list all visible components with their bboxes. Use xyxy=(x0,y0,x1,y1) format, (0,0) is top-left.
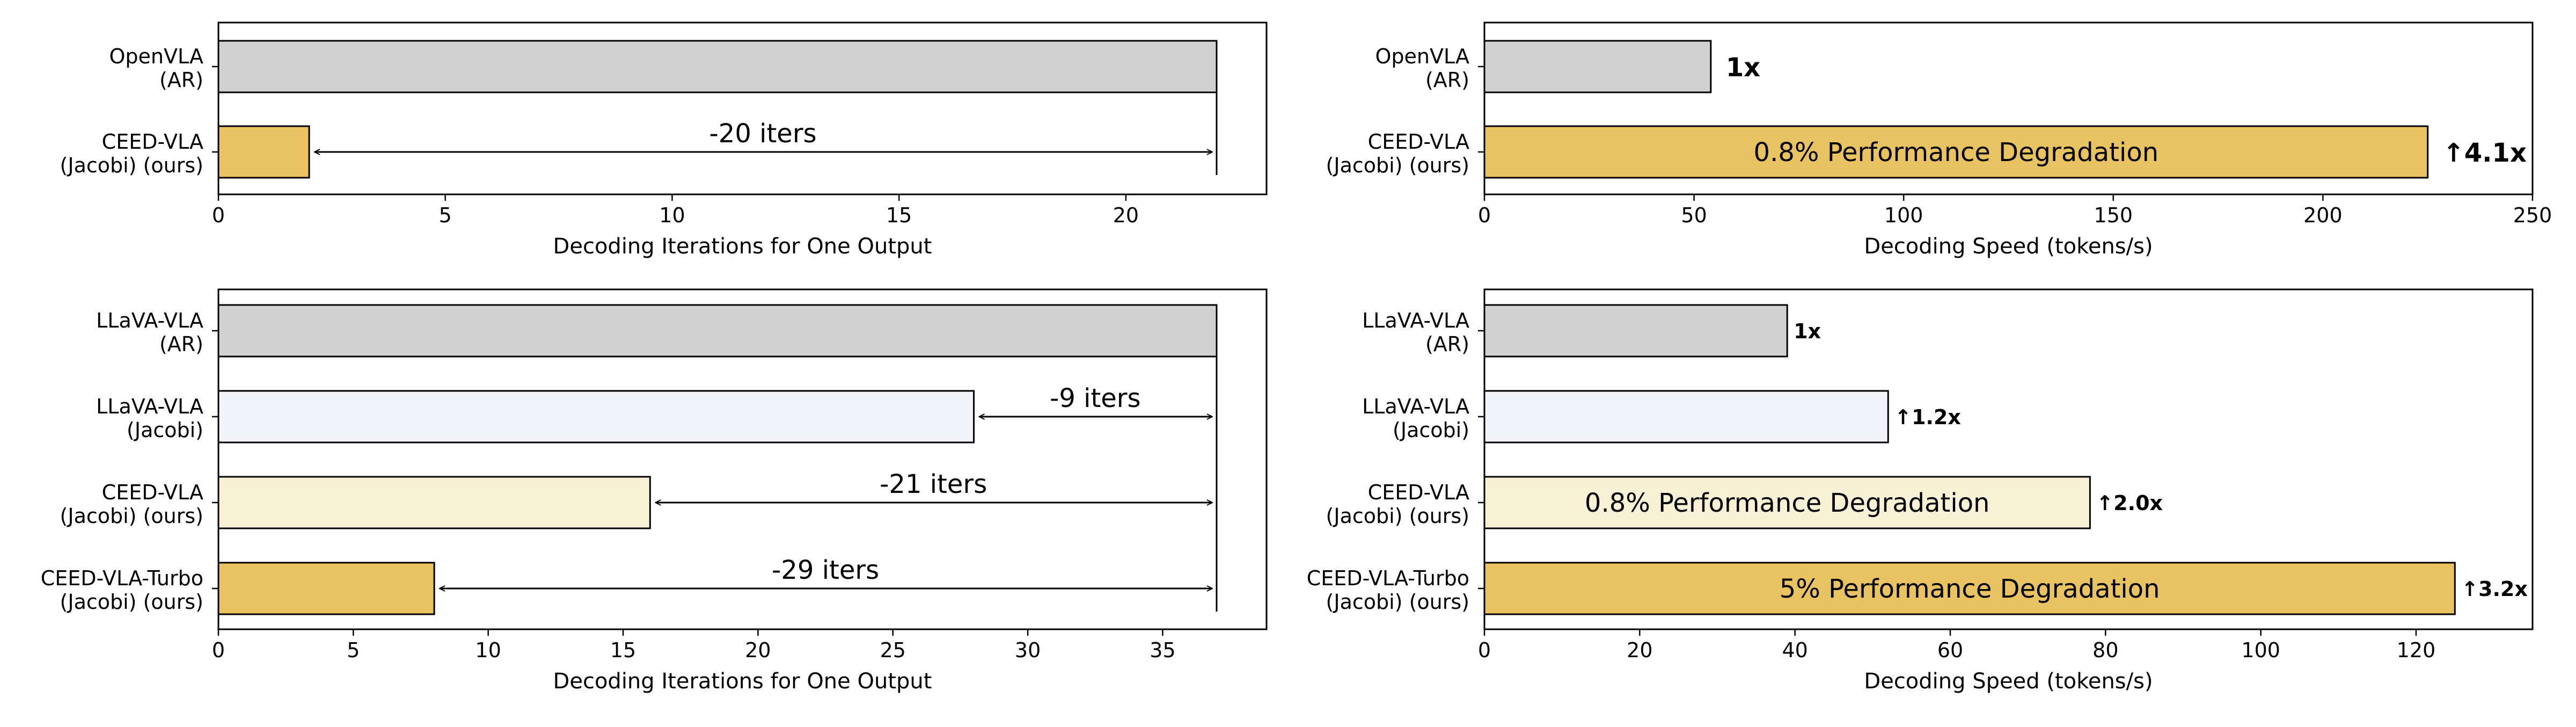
plot-frame xyxy=(217,21,1268,195)
x-tick-label: 25 xyxy=(880,638,906,662)
x-tick-label: 50 xyxy=(1681,203,1707,227)
category-label-line: LLaVA-VLA xyxy=(1362,309,1469,332)
chart-panel-4: 0 20 40 60 80 100 120 Decoding Speed (tokens/s)… xyxy=(1307,288,2534,694)
category-label: LLaVA-VLA (Jacobi) xyxy=(96,395,203,442)
bar-speedup-label: 1x xyxy=(1794,319,1821,343)
x-axis-label: Decoding Speed (tokens/s) xyxy=(1864,234,2153,259)
x-tick-label: 35 xyxy=(1150,638,1175,662)
x-tick-label: 150 xyxy=(2094,203,2133,227)
x-tick-label: 80 xyxy=(2092,638,2118,662)
bar xyxy=(217,40,1218,93)
x-tick-label: 100 xyxy=(2241,638,2280,662)
bar xyxy=(217,390,975,444)
x-tick-label: 0 xyxy=(1478,203,1491,227)
difference-label: -29 iters xyxy=(772,555,879,585)
x-tick-label: 20 xyxy=(1113,203,1139,227)
category-label-line: CEED-VLA-Turbo xyxy=(1307,566,1469,590)
category-label-line: CEED-VLA-Turbo xyxy=(41,566,203,590)
category-label: OpenVLA (AR) xyxy=(1375,45,1469,92)
x-tick-label: 60 xyxy=(1937,638,1963,662)
category-label-line: CEED-VLA xyxy=(1368,130,1469,154)
inner-bar-label: 0.8% Performance Degradation xyxy=(1585,488,1990,518)
chart-panel-3: 0 5 10 15 20 25 30 35 Decoding Iterations for On… xyxy=(41,288,1268,694)
inner-bar-label: 5% Performance Degradation xyxy=(1780,574,2160,604)
bar-speedup-label: ↑1.2x xyxy=(1894,405,1961,429)
plot-frame xyxy=(217,288,1268,630)
x-tick-label: 20 xyxy=(1627,638,1652,662)
x-axis-label: Decoding Iterations for One Output xyxy=(553,234,932,259)
bar-speedup-label: ↑2.0x xyxy=(2096,491,2163,515)
x-tick-label: 200 xyxy=(2303,203,2343,227)
category-label: CEED-VLA (Jacobi) (ours) xyxy=(1326,481,1469,528)
category-label: CEED-VLA (Jacobi) (ours) xyxy=(1326,130,1469,177)
chart-panel-1: 0 5 10 15 20 Decoding Iterations for One Outp… xyxy=(60,21,1268,259)
plot-frame xyxy=(1483,21,2534,195)
category-label-line: (AR) xyxy=(1425,68,1469,92)
x-tick-label: 5 xyxy=(439,203,452,227)
category-label: LLaVA-VLA (AR) xyxy=(96,309,203,356)
category-label-line: (AR) xyxy=(159,68,203,92)
x-tick-label: 40 xyxy=(1782,638,1807,662)
x-tick-label: 100 xyxy=(1884,203,1923,227)
x-tick-label: 250 xyxy=(2513,203,2552,227)
category-label-line: LLaVA-VLA xyxy=(96,309,203,332)
category-label-line: LLaVA-VLA xyxy=(1362,395,1469,418)
category-label-line: (AR) xyxy=(159,332,203,356)
category-label: CEED-VLA-Turbo (Jacobi) (ours) xyxy=(41,566,203,614)
category-label: OpenVLA (AR) xyxy=(109,45,203,92)
bar xyxy=(217,304,1218,358)
category-label-line: CEED-VLA xyxy=(102,130,203,154)
category-label: CEED-VLA (Jacobi) (ours) xyxy=(60,130,203,177)
category-label-line: OpenVLA xyxy=(109,45,203,68)
category-label: LLaVA-VLA (AR) xyxy=(1362,309,1469,356)
plot-frame xyxy=(1483,288,2534,630)
x-tick-label: 0 xyxy=(212,203,225,227)
category-label: LLaVA-VLA (Jacobi) xyxy=(1362,395,1469,442)
bar xyxy=(1483,476,2091,529)
x-tick-label: 10 xyxy=(475,638,501,662)
difference-label: -9 iters xyxy=(1050,383,1141,413)
x-axis-label: Decoding Iterations for One Output xyxy=(553,669,932,694)
category-label-line: (AR) xyxy=(1425,332,1469,356)
category-label-line: (Jacobi) (ours) xyxy=(1326,590,1469,614)
difference-label: -20 iters xyxy=(709,119,816,149)
category-label-line: CEED-VLA xyxy=(102,481,203,504)
inner-bar-label: 0.8% Performance Degradation xyxy=(1754,137,2159,168)
bar xyxy=(217,562,435,615)
x-tick-label: 0 xyxy=(1478,638,1491,662)
x-tick-label: 5 xyxy=(347,638,360,662)
bar xyxy=(1483,304,1788,358)
x-tick-label: 30 xyxy=(1015,638,1041,662)
x-tick-label: 15 xyxy=(610,638,636,662)
category-label: CEED-VLA (Jacobi) (ours) xyxy=(60,481,203,528)
bar-speedup-label: ↑3.2x xyxy=(2461,577,2528,601)
bar xyxy=(217,125,310,179)
bar xyxy=(1483,390,1889,444)
x-tick-label: 120 xyxy=(2397,638,2436,662)
category-label-line: CEED-VLA xyxy=(1368,481,1469,504)
bar-speedup-label: 1x xyxy=(1726,53,1760,83)
category-label-line: (Jacobi) (ours) xyxy=(60,154,203,177)
chart-panel-2: 0 50 100 150 200 250 Decoding Speed (tokens/s)… xyxy=(1326,21,2552,259)
x-tick-label: 20 xyxy=(745,638,771,662)
category-label-line: OpenVLA xyxy=(1375,45,1469,68)
difference-label: -21 iters xyxy=(880,469,987,499)
x-tick-label: 0 xyxy=(212,638,225,662)
category-label-line: (Jacobi) (ours) xyxy=(1326,504,1469,528)
x-axis-label: Decoding Speed (tokens/s) xyxy=(1864,669,2153,694)
x-tick-label: 10 xyxy=(659,203,685,227)
category-label-line: (Jacobi) (ours) xyxy=(60,590,203,614)
category-label: CEED-VLA-Turbo (Jacobi) (ours) xyxy=(1307,566,1469,614)
x-tick-label: 15 xyxy=(886,203,912,227)
category-label-line: (Jacobi) (ours) xyxy=(60,504,203,528)
bar-speedup-label: ↑4.1x xyxy=(2443,138,2527,168)
category-label-line: (Jacobi) (ours) xyxy=(1326,154,1469,177)
bar xyxy=(217,476,651,529)
category-label-line: (Jacobi) xyxy=(127,418,203,442)
category-label-line: (Jacobi) xyxy=(1393,418,1469,442)
bar xyxy=(1483,40,1712,93)
category-label-line: LLaVA-VLA xyxy=(96,395,203,418)
